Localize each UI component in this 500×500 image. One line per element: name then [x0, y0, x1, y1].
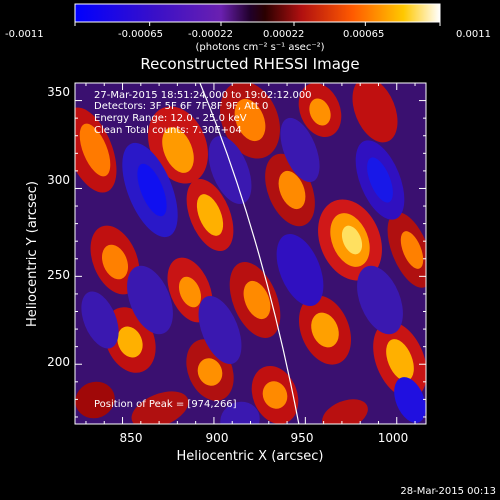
- image-blob: [117, 326, 143, 358]
- colorbar-tick-label-2: -0.00022: [188, 29, 233, 40]
- image-blob: [162, 127, 194, 173]
- info-algorithm: Clean Total counts: 7.30E+04: [94, 125, 242, 136]
- image-blob: [400, 231, 424, 269]
- image-blob: [75, 381, 115, 419]
- image-blob: [101, 244, 129, 280]
- image-blob: [178, 276, 202, 308]
- image-blob: [278, 170, 306, 210]
- image-blob: [367, 157, 393, 203]
- info-overlay: 27-Mar-2015 18:51:24.000 to 19:02:12.000…: [94, 90, 312, 410]
- y-tick-label-200: 200: [47, 355, 70, 369]
- image-blob: [311, 312, 339, 348]
- image-blob: [309, 98, 331, 126]
- image-blob: [234, 98, 266, 142]
- info-peak-position: Position of Peak = [974,266]: [94, 399, 237, 410]
- image-blob: [276, 233, 324, 307]
- rhessi-image: [75, 83, 426, 424]
- image-blob: [79, 123, 111, 177]
- info-detectors: Detectors: 3F 5F 6F 7F 8F 9F, Att 0: [94, 101, 268, 112]
- image-blob: [357, 265, 403, 335]
- colorbar: -0.0011 -0.00065 -0.00022 0.00022 0.0006…: [5, 3, 491, 53]
- x-tick-label-950: 950: [291, 431, 314, 445]
- image-blob: [196, 194, 224, 236]
- image-blob: [243, 280, 271, 320]
- image-blob: [197, 358, 223, 386]
- y-tick-label-300: 300: [47, 173, 70, 187]
- axis-ticks: [75, 82, 426, 424]
- colorbar-tick-label-5: 0.0011: [456, 29, 491, 40]
- colorbar-ticks: [74, 22, 441, 26]
- image-blob: [198, 295, 242, 365]
- image-blob: [322, 399, 368, 424]
- image-blob: [137, 163, 167, 217]
- image-blob: [352, 83, 398, 143]
- colorbar-tick-label-3: 0.00022: [263, 29, 304, 40]
- image-blob: [280, 117, 320, 183]
- plot-title: Reconstructed RHESSI Image: [140, 55, 359, 73]
- info-time-range: 27-Mar-2015 18:51:24.000 to 19:02:12.000: [94, 90, 312, 101]
- colorbar-tick-label-1: -0.00065: [118, 29, 163, 40]
- x-axis-label: Heliocentric X (arcsec): [177, 449, 324, 464]
- image-blob: [208, 135, 252, 205]
- colorbar-tick-label-0: -0.0011: [5, 29, 44, 40]
- image-blob: [127, 265, 173, 335]
- x-tick-label-1000: 1000: [378, 431, 409, 445]
- image-blob: [81, 291, 119, 349]
- image-blob: [394, 377, 426, 423]
- info-energy: Energy Range: 12.0 - 25.0 keV: [94, 113, 247, 124]
- y-tick-label-250: 250: [47, 268, 70, 282]
- image-blob: [262, 381, 288, 409]
- colorbar-units: (photons cm⁻² s⁻¹ asec⁻²): [195, 42, 324, 53]
- colorbar-tick-label-4: 0.00065: [343, 29, 384, 40]
- solar-limb-line: [199, 83, 300, 424]
- image-blob: [131, 391, 189, 424]
- image-blob: [220, 401, 260, 424]
- footer-timestamp: 28-Mar-2015 00:13: [400, 486, 496, 497]
- image-blob: [386, 339, 414, 381]
- colorbar-gradient: [74, 3, 441, 23]
- image-blob: [341, 225, 363, 255]
- x-tick-label-850: 850: [120, 431, 143, 445]
- y-tick-label-350: 350: [47, 85, 70, 99]
- x-tick-label-900: 900: [206, 431, 229, 445]
- y-axis-label: Heliocentric Y (arcsec): [25, 181, 40, 327]
